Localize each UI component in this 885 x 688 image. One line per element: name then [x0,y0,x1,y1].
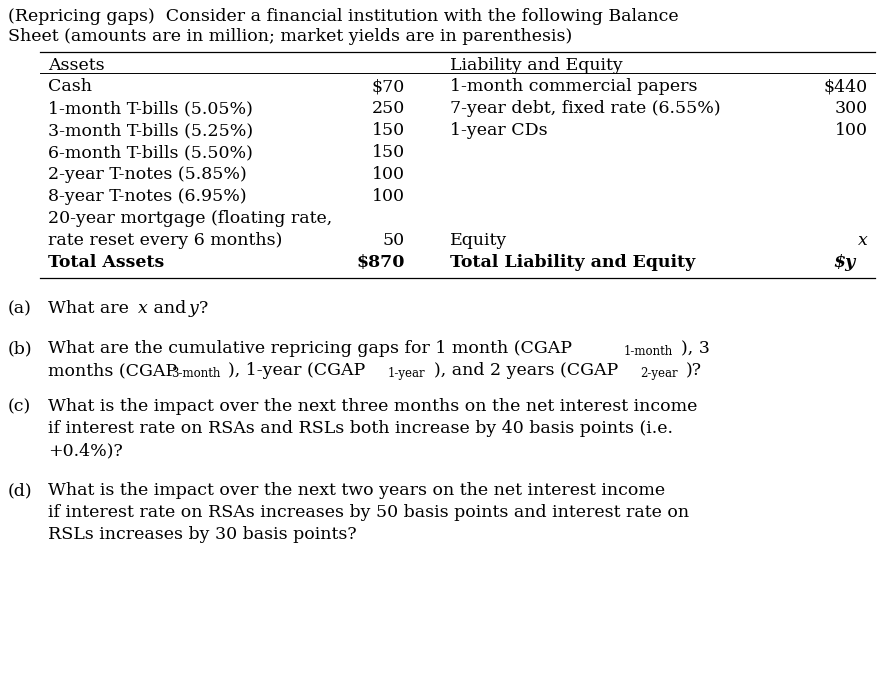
Text: 100: 100 [372,188,405,205]
Text: 1-month T-bills (5.05%): 1-month T-bills (5.05%) [48,100,253,117]
Text: 150: 150 [372,122,405,139]
Text: Sheet (amounts are in million; market yields are in parenthesis): Sheet (amounts are in million; market yi… [8,28,573,45]
Text: What is the impact over the next three months on the net interest income: What is the impact over the next three m… [48,398,697,415]
Text: if interest rate on RSAs and RSLs both increase by 40 basis points (i.e.: if interest rate on RSAs and RSLs both i… [48,420,673,437]
Text: 20-year mortgage (floating rate,: 20-year mortgage (floating rate, [48,210,332,227]
Text: )?: )? [686,362,702,379]
Text: 150: 150 [372,144,405,161]
Text: What are the cumulative repricing gaps for 1 month (CGAP: What are the cumulative repricing gaps f… [48,340,572,357]
Text: 6-month T-bills (5.50%): 6-month T-bills (5.50%) [48,144,253,161]
Text: months (CGAP: months (CGAP [48,362,177,379]
Text: ?: ? [199,300,208,317]
Text: (d): (d) [8,482,33,499]
Text: 100: 100 [372,166,405,183]
Text: 250: 250 [372,100,405,117]
Text: rate reset every 6 months): rate reset every 6 months) [48,232,282,249]
Text: 2-year: 2-year [640,367,678,380]
Text: 3-month: 3-month [171,367,220,380]
Text: x: x [138,300,148,317]
Text: $70: $70 [372,78,405,95]
Text: 2-year T-notes (5.85%): 2-year T-notes (5.85%) [48,166,247,183]
Text: Equity: Equity [450,232,507,249]
Text: x: x [858,232,868,249]
Text: 1-year: 1-year [388,367,426,380]
Text: Liability and Equity: Liability and Equity [450,57,623,74]
Text: +0.4%)?: +0.4%)? [48,442,123,459]
Text: ), 1-year (CGAP: ), 1-year (CGAP [228,362,366,379]
Text: Total Assets: Total Assets [48,254,165,271]
Text: Total Liability and Equity: Total Liability and Equity [450,254,696,271]
Text: Cash: Cash [48,78,92,95]
Text: (Repricing gaps)  Consider a financial institution with the following Balance: (Repricing gaps) Consider a financial in… [8,8,679,25]
Text: 7-year debt, fixed rate (6.55%): 7-year debt, fixed rate (6.55%) [450,100,720,117]
Text: $870: $870 [357,254,405,271]
Text: RSLs increases by 30 basis points?: RSLs increases by 30 basis points? [48,526,357,543]
Text: (c): (c) [8,398,31,415]
Text: (a): (a) [8,300,32,317]
Text: ), 3: ), 3 [681,340,710,357]
Text: 3-month T-bills (5.25%): 3-month T-bills (5.25%) [48,122,253,139]
Text: What are: What are [48,300,135,317]
Text: and: and [148,300,192,317]
Text: if interest rate on RSAs increases by 50 basis points and interest rate on: if interest rate on RSAs increases by 50… [48,504,689,521]
Text: 8-year T-notes (6.95%): 8-year T-notes (6.95%) [48,188,247,205]
Text: $y: $y [834,254,856,271]
Text: 50: 50 [383,232,405,249]
Text: $440: $440 [824,78,868,95]
Text: 1-month commercial papers: 1-month commercial papers [450,78,697,95]
Text: 1-year CDs: 1-year CDs [450,122,548,139]
Text: Assets: Assets [48,57,104,74]
Text: 100: 100 [835,122,868,139]
Text: 300: 300 [835,100,868,117]
Text: 1-month: 1-month [624,345,673,358]
Text: ), and 2 years (CGAP: ), and 2 years (CGAP [434,362,619,379]
Text: y: y [189,300,199,317]
Text: What is the impact over the next two years on the net interest income: What is the impact over the next two yea… [48,482,666,499]
Text: (b): (b) [8,340,33,357]
